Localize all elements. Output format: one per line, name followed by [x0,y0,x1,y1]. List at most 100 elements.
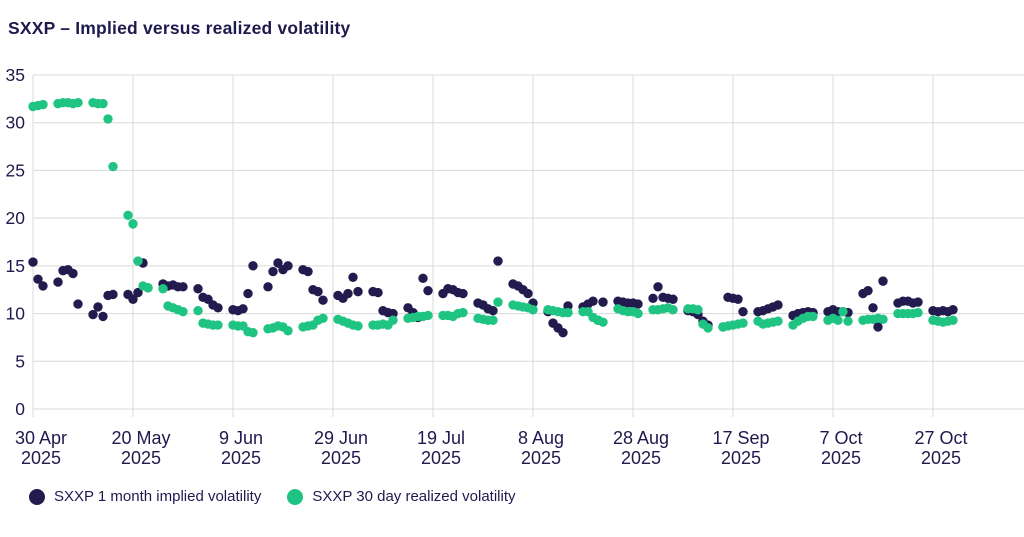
data-point-realized [73,97,83,108]
data-point-implied [283,261,293,271]
data-point-implied [588,296,598,306]
data-point-implied [248,261,258,271]
data-point-realized [388,315,398,325]
data-point-realized [248,327,258,338]
legend-item-realized: SXXP 30 day realized volatility [287,488,516,505]
data-point-implied [733,294,743,304]
data-point-implied [33,274,43,284]
data-point-implied [268,266,278,277]
data-point-implied [263,282,273,292]
x-tick-year-label: 2025 [921,448,961,468]
data-point-implied [563,301,573,311]
data-point-implied [488,306,498,316]
data-point-realized [773,316,783,326]
data-point-implied [558,327,568,338]
data-point-implied [68,268,78,279]
data-point-realized [353,321,363,331]
data-point-implied [493,256,503,266]
data-point-implied [353,286,363,297]
data-point-implied [598,297,608,307]
data-point-implied [348,272,358,283]
chart-title: SXXP – Implied versus realized volatilit… [8,18,351,38]
x-tick-label: 7 Oct [819,428,862,448]
x-tick-year-label: 2025 [121,448,161,468]
data-point-implied [948,305,958,315]
data-point-implied [343,288,353,299]
data-point-implied [303,266,313,277]
data-point-realized [833,315,843,325]
data-point-realized [178,306,188,317]
data-point-implied [423,285,433,296]
data-point-realized [143,283,153,293]
data-point-realized [808,311,818,322]
data-point-realized [693,305,703,315]
data-point-realized [108,161,118,172]
x-tick-year-label: 2025 [221,448,261,468]
data-point-realized [633,308,643,319]
data-point-realized [843,316,853,326]
data-point-realized [493,297,503,307]
data-point-implied [193,284,203,294]
data-point-implied [878,276,888,286]
data-point-implied [418,273,428,283]
data-point-realized [123,210,133,220]
data-point-realized [878,314,888,324]
data-point-implied [313,286,323,297]
data-point-implied [133,287,143,298]
data-point-realized [703,323,713,333]
data-point-realized [528,305,538,315]
data-point-implied [273,258,283,268]
data-point-implied [913,297,923,307]
data-point-realized [423,310,433,321]
data-point-implied [53,277,63,287]
x-tick-label: 27 Oct [914,428,967,448]
y-tick-label: 15 [6,256,25,276]
x-tick-label: 9 Jun [219,428,263,448]
data-point-realized [98,98,108,109]
data-point-realized [838,306,848,317]
x-tick-label: 28 Aug [613,428,669,448]
y-tick-label: 25 [6,160,25,180]
x-tick-label: 8 Aug [518,428,564,448]
data-point-realized [488,315,498,325]
data-point-implied [773,300,783,310]
data-point-implied [28,257,38,267]
legend-item-implied: SXXP 1 month implied volatility [29,488,261,505]
data-point-implied [648,293,658,304]
data-point-realized [668,305,678,315]
data-point-implied [98,311,108,322]
x-tick-year-label: 2025 [721,448,761,468]
y-tick-label: 35 [6,65,25,85]
x-tick-label: 17 Sep [712,428,769,448]
data-point-realized [133,256,143,266]
x-tick-year-label: 2025 [521,448,561,468]
x-tick-label: 20 May [111,428,170,448]
data-point-implied [318,295,328,305]
data-point-implied [388,308,398,319]
implied-series-dot-icon [29,488,45,505]
data-point-implied [88,309,98,320]
data-point-realized [318,313,328,324]
y-tick-label: 5 [15,351,25,371]
data-point-realized [38,99,48,110]
data-point-implied [128,294,138,304]
data-point-implied [863,285,873,296]
data-point-implied [458,288,468,299]
data-point-implied [93,302,103,312]
data-point-realized [948,315,958,325]
y-tick-label: 20 [6,208,26,228]
data-point-implied [373,287,383,298]
data-point-realized [563,307,573,318]
y-tick-label: 0 [15,399,25,419]
x-tick-year-label: 2025 [421,448,461,468]
data-point-implied [213,303,223,313]
legend-label-realized: SXXP 30 day realized volatility [312,488,516,505]
data-point-realized [158,284,168,294]
x-tick-label: 30 Apr [15,428,67,448]
realized-series-dot-icon [287,488,304,505]
data-point-implied [738,306,748,317]
data-point-implied [73,299,83,309]
data-point-implied [873,322,883,332]
data-point-implied [653,282,663,292]
